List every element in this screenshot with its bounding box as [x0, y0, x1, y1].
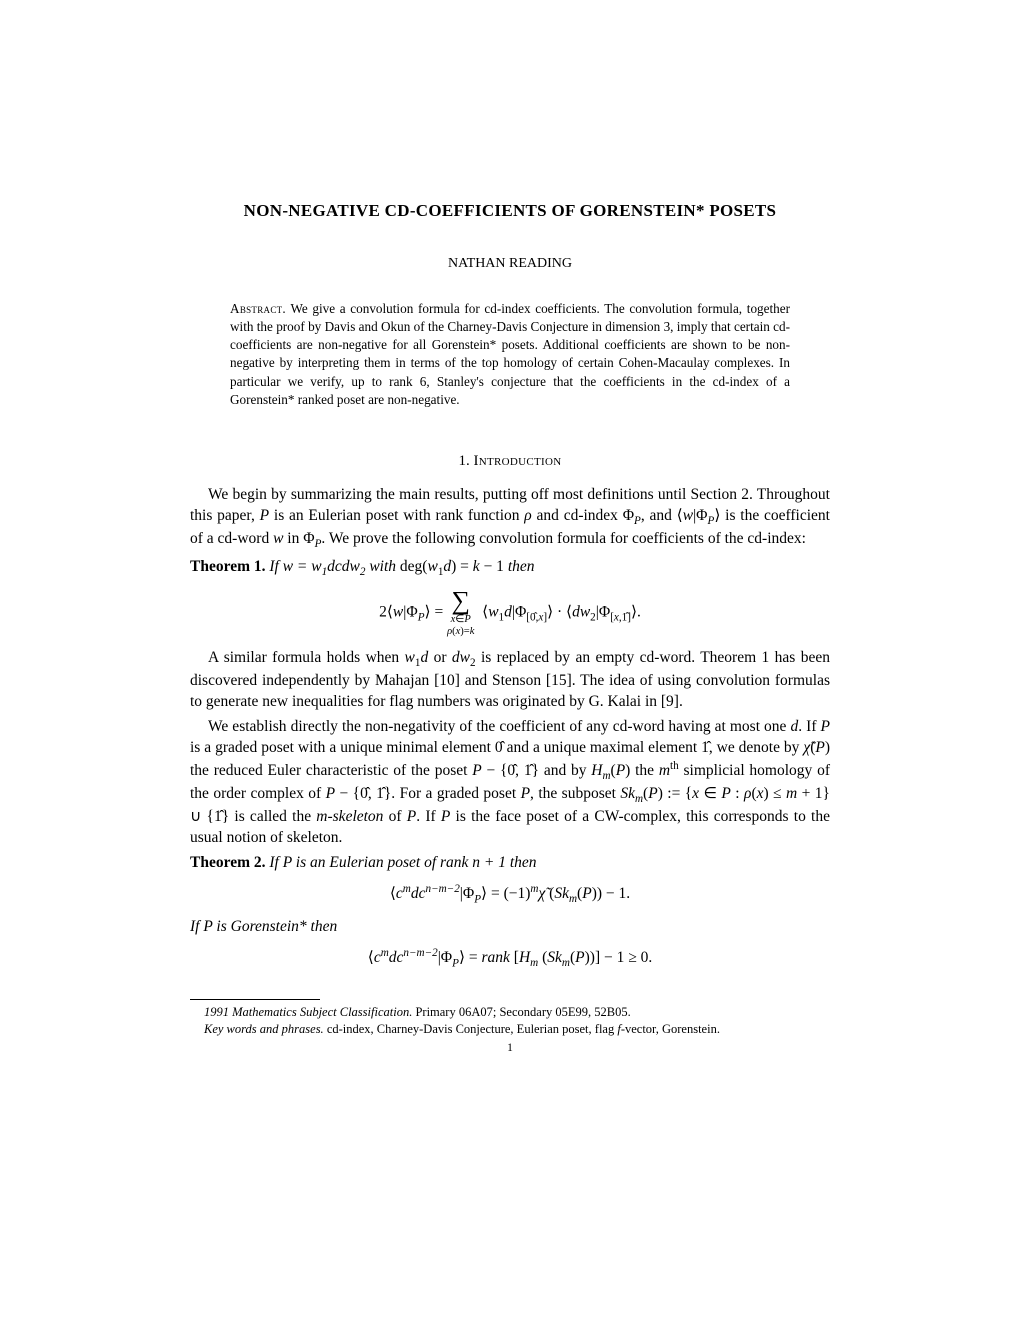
footnote-msc: 1991 Mathematics Subject Classification.… [190, 1004, 830, 1021]
formula-theorem-1: 2⟨w|ΦP⟩ = ∑ x∈P ρ(x)=k ⟨w1d|Φ[0̂,x]⟩ · ⟨… [190, 588, 830, 638]
section-heading: 1. Introduction [190, 451, 830, 471]
paper-title: NON-NEGATIVE CD-COEFFICIENTS OF GORENSTE… [190, 200, 830, 223]
footnote-kw-text: cd-index, Charney-Davis Conjecture, Eule… [324, 1022, 720, 1036]
paragraph-4: If P is Gorenstein* then [190, 917, 830, 938]
abstract-block: Abstract. We give a convolution formula … [230, 300, 790, 409]
formula-theorem-2b: ⟨cmdcn−m−2|ΦP⟩ = rank [Hm (Skm(P))] − 1 … [190, 946, 830, 971]
page-number: 1 [190, 1041, 830, 1057]
theorem-1-label: Theorem 1. [190, 558, 265, 575]
theorem-1: Theorem 1. If w = w1dcdw2 with deg(w1d) … [190, 557, 830, 580]
section-title: Introduction [473, 453, 561, 469]
theorem-2: Theorem 2. If P is an Eulerian poset of … [190, 853, 830, 874]
footnote-msc-label: 1991 Mathematics Subject Classification. [204, 1005, 412, 1019]
page: NON-NEGATIVE CD-COEFFICIENTS OF GORENSTE… [0, 0, 1020, 1117]
footnote-rule [190, 999, 320, 1000]
paragraph-3: We establish directly the non-negativity… [190, 717, 830, 849]
paragraph-2: A similar formula holds when w1d or dw2 … [190, 648, 830, 713]
paragraph-intro: We begin by summarizing the main results… [190, 485, 830, 552]
footnote-kw-label: Key words and phrases. [204, 1022, 324, 1036]
theorem-2-label: Theorem 2. [190, 854, 265, 871]
abstract-text: We give a convolution formula for cd-ind… [230, 301, 790, 407]
abstract-label: Abstract. [230, 301, 286, 316]
section-number: 1. [458, 453, 469, 469]
footnote-msc-text: Primary 06A07; Secondary 05E99, 52B05. [412, 1005, 630, 1019]
footnote-keywords: Key words and phrases. cd-index, Charney… [190, 1021, 830, 1038]
author-name: NATHAN READING [190, 255, 830, 274]
formula-theorem-2a: ⟨cmdcn−m−2|ΦP⟩ = (−1)mχ̃ (Skm(P)) − 1. [190, 882, 830, 907]
